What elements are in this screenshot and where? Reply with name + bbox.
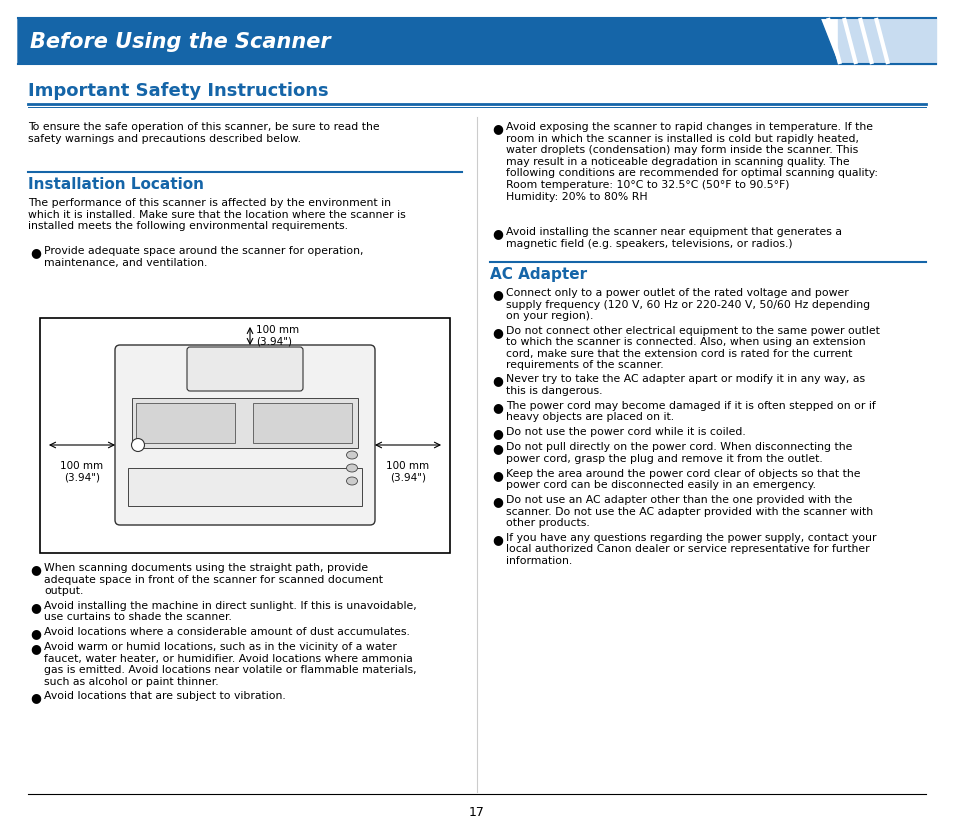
Text: Avoid locations where a considerable amount of dust accumulates.: Avoid locations where a considerable amo… [44, 627, 410, 637]
Text: When scanning documents using the straight path, provide
adequate space in front: When scanning documents using the straig… [44, 563, 382, 596]
Text: Avoid installing the machine in direct sunlight. If this is unavoidable,
use cur: Avoid installing the machine in direct s… [44, 600, 416, 622]
Text: ●: ● [30, 642, 41, 655]
Text: Avoid exposing the scanner to rapid changes in temperature. If the
room in which: Avoid exposing the scanner to rapid chan… [505, 122, 877, 201]
FancyBboxPatch shape [128, 468, 361, 506]
Ellipse shape [346, 477, 357, 485]
FancyBboxPatch shape [136, 403, 234, 443]
Ellipse shape [346, 451, 357, 459]
Text: Important Safety Instructions: Important Safety Instructions [28, 82, 328, 100]
Text: ●: ● [30, 246, 41, 259]
Text: ●: ● [492, 401, 502, 414]
Text: 100 mm
(3.94"): 100 mm (3.94") [386, 461, 429, 483]
Text: AC Adapter: AC Adapter [490, 267, 586, 282]
FancyBboxPatch shape [132, 398, 357, 448]
Ellipse shape [346, 464, 357, 472]
Text: Provide adequate space around the scanner for operation,
maintenance, and ventil: Provide adequate space around the scanne… [44, 246, 363, 267]
FancyBboxPatch shape [187, 347, 303, 391]
Text: ●: ● [492, 443, 502, 456]
Text: Do not pull directly on the power cord. When disconnecting the
power cord, grasp: Do not pull directly on the power cord. … [505, 443, 851, 464]
Text: 100 mm
(3.94"): 100 mm (3.94") [255, 326, 299, 347]
Polygon shape [837, 18, 935, 64]
Text: ●: ● [492, 227, 502, 240]
Text: Avoid locations that are subject to vibration.: Avoid locations that are subject to vibr… [44, 691, 286, 701]
Text: Never try to take the AC adapter apart or modify it in any way, as
this is dange: Never try to take the AC adapter apart o… [505, 375, 864, 396]
Text: ●: ● [30, 600, 41, 614]
Text: The performance of this scanner is affected by the environment in
which it is in: The performance of this scanner is affec… [28, 198, 405, 231]
Text: 100 mm
(3.94"): 100 mm (3.94") [60, 461, 104, 483]
Text: ●: ● [492, 288, 502, 301]
Text: ●: ● [492, 495, 502, 508]
Text: Keep the area around the power cord clear of objects so that the
power cord can : Keep the area around the power cord clea… [505, 469, 860, 491]
Text: Do not use an AC adapter other than the one provided with the
scanner. Do not us: Do not use an AC adapter other than the … [505, 495, 872, 528]
Text: If you have any questions regarding the power supply, contact your
local authori: If you have any questions regarding the … [505, 533, 876, 566]
Text: 17: 17 [469, 806, 484, 818]
Text: ●: ● [492, 469, 502, 482]
Text: Installation Location: Installation Location [28, 177, 204, 192]
Text: The power cord may become damaged if it is often stepped on or if
heavy objects : The power cord may become damaged if it … [505, 401, 875, 422]
Text: Do not use the power cord while it is coiled.: Do not use the power cord while it is co… [505, 427, 745, 437]
Text: ●: ● [492, 375, 502, 388]
FancyBboxPatch shape [115, 345, 375, 525]
Text: Before Using the Scanner: Before Using the Scanner [30, 32, 331, 52]
Text: Avoid installing the scanner near equipment that generates a
magnetic field (e.g: Avoid installing the scanner near equipm… [505, 227, 841, 249]
Polygon shape [18, 18, 837, 64]
Text: ●: ● [492, 427, 502, 440]
Text: ●: ● [492, 122, 502, 135]
Text: To ensure the safe operation of this scanner, be sure to read the
safety warning: To ensure the safe operation of this sca… [28, 122, 379, 144]
Text: ●: ● [30, 563, 41, 576]
Text: ●: ● [492, 326, 502, 339]
Text: ●: ● [30, 627, 41, 640]
Text: Connect only to a power outlet of the rated voltage and power
supply frequency (: Connect only to a power outlet of the ra… [505, 288, 869, 321]
FancyBboxPatch shape [40, 318, 450, 553]
Text: Avoid warm or humid locations, such as in the vicinity of a water
faucet, water : Avoid warm or humid locations, such as i… [44, 642, 416, 687]
Text: ●: ● [30, 691, 41, 704]
Text: ●: ● [492, 533, 502, 546]
FancyBboxPatch shape [253, 403, 352, 443]
Ellipse shape [132, 438, 144, 452]
Text: Do not connect other electrical equipment to the same power outlet
to which the : Do not connect other electrical equipmen… [505, 326, 879, 371]
